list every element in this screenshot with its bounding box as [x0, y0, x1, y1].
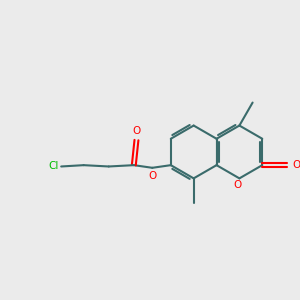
Text: O: O	[132, 126, 141, 136]
Text: O: O	[148, 171, 156, 181]
Text: Cl: Cl	[48, 161, 58, 172]
Text: O: O	[292, 160, 300, 170]
Text: O: O	[233, 180, 242, 190]
